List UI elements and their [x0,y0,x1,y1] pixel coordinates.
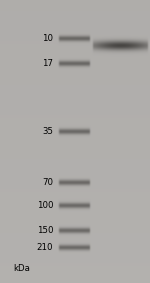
Text: 210: 210 [37,243,53,252]
Text: 100: 100 [37,201,53,210]
Text: 150: 150 [37,226,53,235]
Text: 70: 70 [42,178,53,187]
Text: 17: 17 [42,59,53,68]
Text: 10: 10 [42,34,53,43]
Text: kDa: kDa [13,264,30,273]
Text: 35: 35 [42,127,53,136]
